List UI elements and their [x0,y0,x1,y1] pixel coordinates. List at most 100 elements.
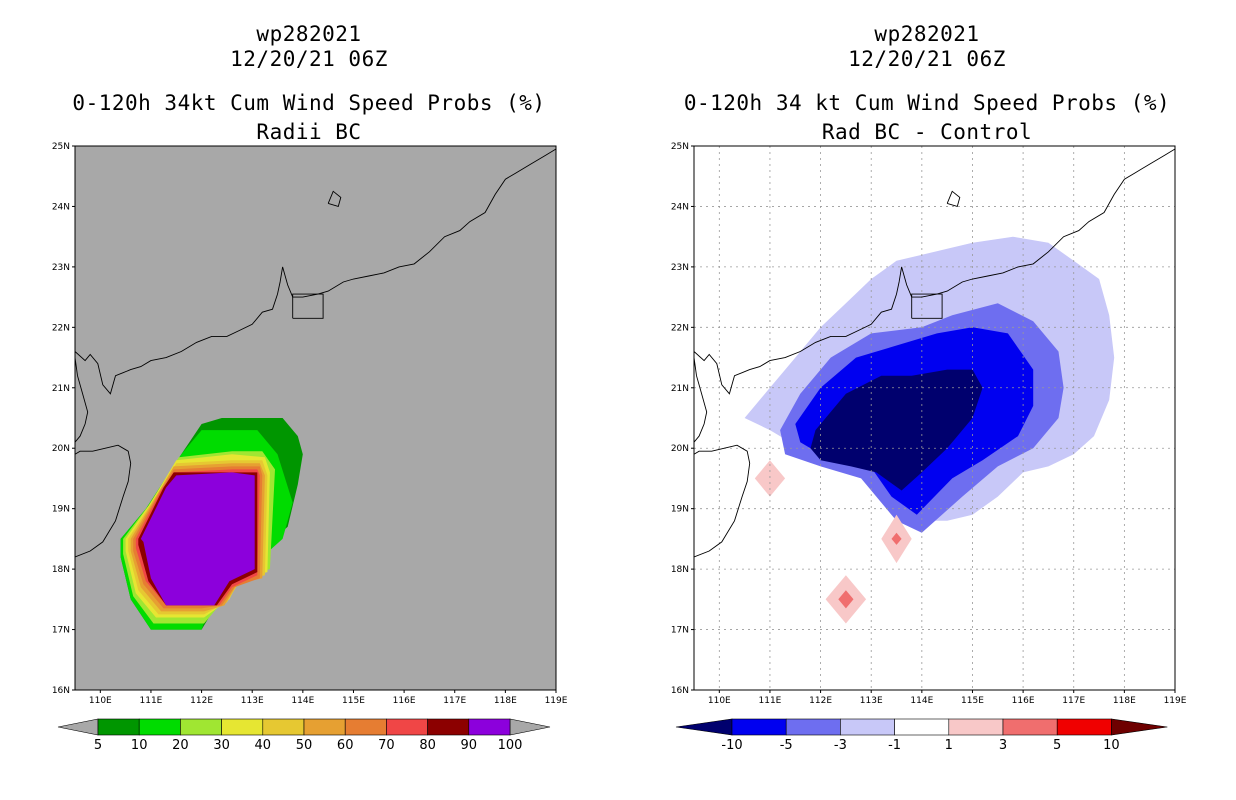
right-chart-subtitle: Rad BC - Control [821,120,1033,144]
lon-tick-label: 111E [759,696,782,706]
lat-tick-label: 23N [52,263,70,273]
lon-tick-label: 119E [545,696,568,706]
colorbar-swatch [785,718,841,736]
colorbar-label: -5 [780,738,793,753]
right-map: 110E 111E 112E 113E 114E 115E 116E 117E 118E 119E… [671,142,1187,753]
lon-tick-label: 110E [89,696,112,706]
colorbar-swatch [221,718,264,736]
colorbar-swatch [468,718,511,736]
right-panel: wp282021 12/20/21 06Z 0-120h 34 kt Cum W… [618,0,1236,800]
lon-tick-label: 115E [342,696,365,706]
lat-tick-label: 25N [52,142,70,152]
lon-tick-label: 117E [443,696,466,706]
lat-tick-label: 19N [671,505,689,515]
colorbar-swatch [894,718,950,736]
colorbar-label: 40 [255,738,272,753]
lat-tick-label: 24N [671,202,689,212]
colorbar-swatch [344,718,387,736]
left-map: 110E 111E 112E 113E 114E 115E 116E 117E 118E 119E… [52,142,568,753]
lat-tick-label: 18N [671,565,689,575]
colorbar-label: 60 [337,738,354,753]
contour-level-3 [891,532,902,545]
left-chart-subtitle: Radii BC [256,120,362,144]
lon-tick-label: 117E [1062,696,1085,706]
lat-tick-label: 17N [52,626,70,636]
colorbar-label: 20 [172,738,189,753]
map-content [694,146,1175,690]
colorbar-label: -10 [721,738,742,753]
colorbar-label: 70 [378,738,395,753]
lat-tick-label: 25N [671,142,689,152]
contour-level-1 [754,460,786,497]
colorbar-label: 80 [419,738,436,753]
lon-tick-label: 112E [190,696,213,706]
map-content [75,148,556,630]
lat-tick-label: 16N [52,686,70,696]
contour-level-3 [838,590,854,609]
coastline [75,148,556,395]
lat-tick-label: 20N [671,444,689,454]
coastline [694,148,1175,395]
coastline [292,293,324,319]
colorbar-label: 30 [213,738,230,753]
colorbar-label: 1 [945,738,953,753]
colorbar-swatch [840,718,895,736]
colorbar-swatch [948,718,1004,736]
lon-tick-label: 115E [961,696,984,706]
lon-tick-label: 118E [1113,696,1136,706]
colorbar-label: 5 [1053,738,1061,753]
colorbar-label: 50 [296,738,313,753]
colorbar-swatch [138,718,181,736]
contour-level-90 [140,472,255,606]
map-frame [693,145,1176,691]
coastline [911,293,943,319]
left-chart-title: 0-120h 34kt Cum Wind Speed Probs (%) [72,91,546,115]
lat-tick-label: 22N [52,323,70,333]
map-frame [74,145,557,691]
coastline [694,357,708,443]
lon-tick-label: 114E [291,696,314,706]
lat-tick-label: 21N [671,384,689,394]
left-storm-id: wp282021 [256,22,362,46]
lat-tick-label: 17N [671,626,689,636]
lat-tick-label: 22N [671,323,689,333]
lat-tick-label: 18N [52,565,70,575]
lon-tick-label: 118E [494,696,517,706]
colorbar-swatch [731,718,787,736]
colorbar-swatch [386,718,428,736]
colorbar-under-triangle [57,718,99,736]
coastline [75,444,132,558]
colorbar-swatch [180,718,222,736]
lon-tick-label: 110E [708,696,731,706]
coastline [327,190,342,207]
lon-tick-label: 116E [1012,696,1035,706]
left-datetime: 12/20/21 06Z [230,47,388,71]
colorbar-label: 100 [498,738,523,753]
right-chart-title: 0-120h 34 kt Cum Wind Speed Probs (%) [683,91,1171,115]
lat-tick-label: 19N [52,505,70,515]
colorbar-label: -3 [834,738,847,753]
lon-tick-label: 112E [809,696,832,706]
colorbar-over-triangle [1111,718,1168,736]
colorbar-swatch [303,718,346,736]
lon-tick-label: 116E [393,696,416,706]
lon-tick-label: 119E [1164,696,1187,706]
lat-tick-label: 23N [671,263,689,273]
colorbar-swatch [1002,718,1058,736]
lon-tick-label: 113E [241,696,264,706]
lon-tick-label: 114E [910,696,933,706]
lat-tick-label: 20N [52,444,70,454]
colorbar-label: 10 [131,738,148,753]
coastline [75,357,89,443]
right-storm-id: wp282021 [874,22,980,46]
lat-tick-label: 21N [52,384,70,394]
left-panel: wp282021 12/20/21 06Z 0-120h 34kt Cum Wi… [52,22,568,753]
lon-tick-label: 113E [860,696,883,706]
coastline [694,444,751,558]
colorbar-swatch [427,718,470,736]
colorbar-label: 10 [1103,738,1120,753]
colorbar-swatch [262,718,305,736]
colorbar-under-triangle [675,718,733,736]
colorbar-label: 5 [94,738,102,753]
right-datetime: 12/20/21 06Z [848,47,1006,71]
